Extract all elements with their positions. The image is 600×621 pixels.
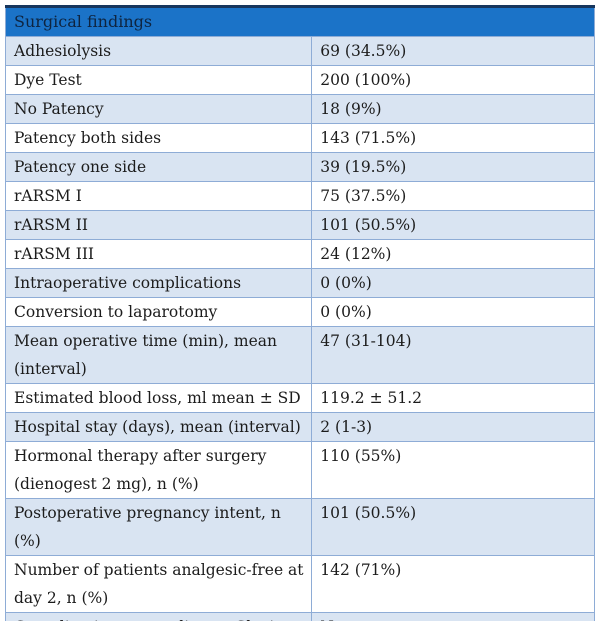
table-row: Conversion to laparotomy 0 (0%) [5, 297, 595, 327]
row-value-cell: 39 (19.5%) [311, 152, 595, 182]
table-row: Estimated blood loss, ml mean ± SD 119.2… [5, 383, 595, 413]
row-value-cell: 143 (71.5%) [311, 123, 595, 153]
row-label-cell: Postoperative pregnancy intent, n (%) [5, 498, 313, 556]
row-value-cell: 0 (0%) [311, 297, 595, 327]
row-label-cell: Intraoperative complications [5, 268, 313, 298]
row-label-cell: Adhesiolysis [5, 36, 313, 66]
row-label-cell: rARSM III [5, 239, 313, 269]
table-row: rARSM III 24 (12%) [5, 239, 595, 269]
row-value-cell: 2 (1-3) [311, 412, 595, 442]
row-value-cell: 47 (31-104) [311, 326, 595, 384]
row-value-cell: 69 (34.5%) [311, 36, 595, 66]
row-label-cell: No Patency [5, 94, 313, 124]
table-row: Patency one side 39 (19.5%) [5, 152, 595, 182]
row-label-cell: Number of patients analgesic-free at day… [5, 555, 313, 613]
row-value-cell: 101 (50.5%) [311, 498, 595, 556]
table-title: Surgical findings [5, 6, 595, 37]
row-label-cell: rARSM I [5, 181, 313, 211]
row-label-cell: Mean operative time (min), mean (interva… [5, 326, 313, 384]
table-body: Adhesiolysis 69 (34.5%) Dye Test 200 (10… [5, 36, 595, 621]
row-value-cell: 18 (9%) [311, 94, 595, 124]
row-value-cell: 200 (100%) [311, 65, 595, 95]
table-row: Patency both sides 143 (71.5%) [5, 123, 595, 153]
row-value-cell: 75 (37.5%) [311, 181, 595, 211]
row-label-cell: Patency one side [5, 152, 313, 182]
table-row: Number of patients analgesic-free at day… [5, 555, 595, 613]
row-value-cell: 119.2 ± 51.2 [311, 383, 595, 413]
table-row: Mean operative time (min), mean (interva… [5, 326, 595, 384]
row-value-cell: None [311, 612, 595, 621]
table-row: Complications according to Clavien-Dindo… [5, 612, 595, 621]
table-row: rARSM I 75 (37.5%) [5, 181, 595, 211]
table-row: Postoperative pregnancy intent, n (%) 10… [5, 498, 595, 556]
row-value-cell: 110 (55%) [311, 441, 595, 499]
row-label-cell: Hospital stay (days), mean (interval) [5, 412, 313, 442]
row-label-cell: Conversion to laparotomy [5, 297, 313, 327]
table-header-row: Surgical findings [5, 6, 595, 37]
table-row: rARSM II 101 (50.5%) [5, 210, 595, 240]
table-row: No Patency 18 (9%) [5, 94, 595, 124]
row-label-cell: Estimated blood loss, ml mean ± SD [5, 383, 313, 413]
table-row: Dye Test 200 (100%) [5, 65, 595, 95]
table-row: Hospital stay (days), mean (interval) 2 … [5, 412, 595, 442]
row-value-cell: 101 (50.5%) [311, 210, 595, 240]
row-label-cell: Dye Test [5, 65, 313, 95]
row-value-cell: 24 (12%) [311, 239, 595, 269]
table-row: Adhesiolysis 69 (34.5%) [5, 36, 595, 66]
table-row: Intraoperative complications 0 (0%) [5, 268, 595, 298]
row-value-cell: 0 (0%) [311, 268, 595, 298]
row-label-cell: Hormonal therapy after surgery (dienoges… [5, 441, 313, 499]
row-value-cell: 142 (71%) [311, 555, 595, 613]
row-label-cell: rARSM II [5, 210, 313, 240]
surgical-findings-table: Surgical findings Adhesiolysis 69 (34.5%… [5, 5, 595, 621]
table-row: Hormonal therapy after surgery (dienoges… [5, 441, 595, 499]
row-label-cell: Patency both sides [5, 123, 313, 153]
row-label-cell: Complications according to Clavien-Dindo… [5, 612, 313, 621]
